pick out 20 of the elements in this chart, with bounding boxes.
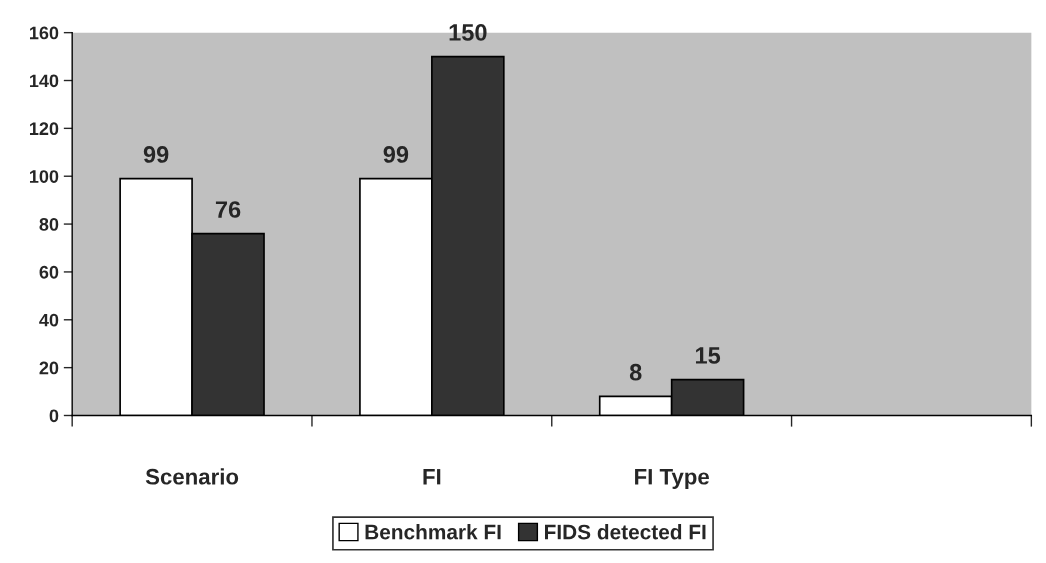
y-tick-label: 100: [29, 170, 59, 183]
y-tick-label: 60: [39, 265, 59, 279]
data-label: 76: [215, 201, 241, 218]
legend-label: Benchmark FI: [365, 524, 501, 540]
legend-label: FIDS detected FI: [545, 524, 706, 540]
y-tick-label: 120: [29, 122, 59, 136]
y-tick-label: 160: [29, 26, 59, 40]
y-tick-label: 0: [49, 409, 59, 423]
y-tick-label: 140: [29, 74, 59, 88]
data-label: 150: [449, 24, 487, 41]
x-tick-label: FI: [423, 469, 441, 485]
y-tick-label: 20: [39, 361, 59, 375]
data-label: 99: [383, 146, 409, 163]
y-tick-label: 80: [39, 218, 59, 231]
y-tick-label: 40: [39, 313, 59, 327]
data-label: 99: [143, 146, 169, 163]
data-label: 15: [695, 347, 721, 364]
x-tick-label: Scenario: [145, 468, 239, 485]
x-tick-label: FI Type: [635, 469, 709, 489]
data-label: 8: [629, 363, 642, 381]
